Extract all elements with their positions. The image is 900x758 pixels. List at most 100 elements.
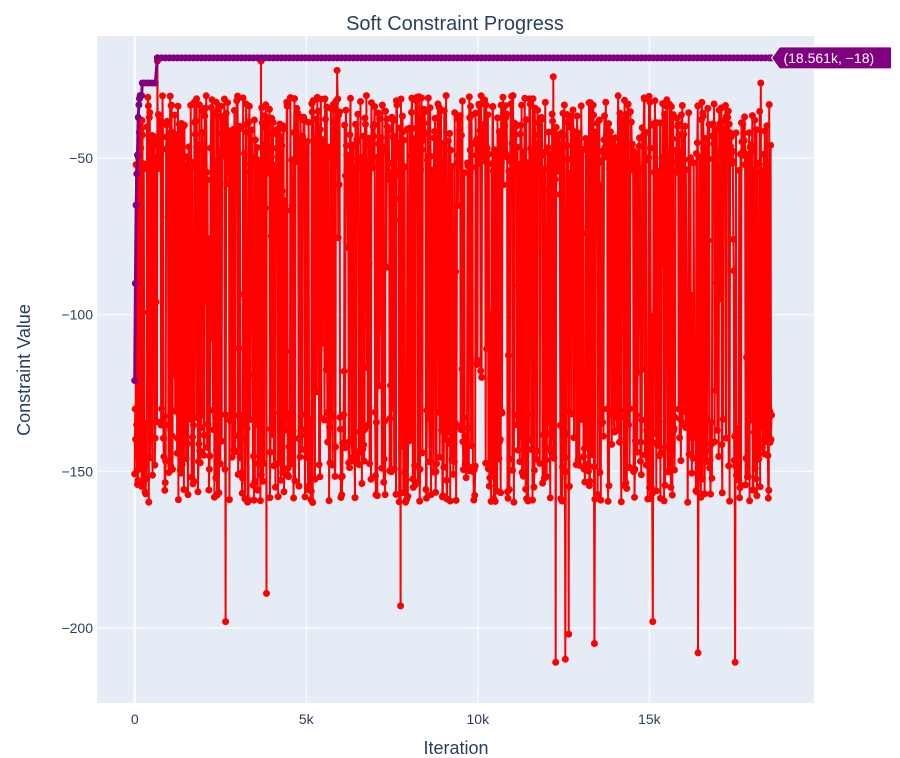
series-red-point — [619, 167, 627, 175]
series-red-point — [751, 116, 759, 124]
series-red-point — [316, 126, 324, 133]
series-red-point — [660, 497, 668, 505]
series-red-point — [190, 477, 198, 485]
series-red-point — [260, 141, 267, 149]
series-red-point — [400, 136, 408, 144]
series-red-point — [306, 437, 314, 445]
series-purple-point — [134, 151, 141, 159]
series-red-point — [745, 129, 753, 137]
series-red-point — [397, 95, 405, 103]
series-red-point — [468, 163, 476, 171]
series-red-point — [514, 282, 522, 290]
series-red-point — [509, 92, 517, 100]
series-red-point — [225, 496, 233, 504]
series-red-point — [743, 353, 750, 361]
series-red-point — [760, 150, 768, 158]
series-red-point — [565, 630, 573, 638]
series-red-point — [631, 437, 639, 445]
series-red-point — [756, 107, 764, 115]
series-red-point — [315, 461, 323, 469]
series-red-point — [492, 151, 500, 159]
series-red-point — [655, 167, 663, 175]
series-red-point — [267, 425, 275, 433]
series-red-point — [192, 414, 200, 421]
series-red-point — [652, 487, 660, 495]
series-red-point — [195, 440, 203, 448]
series-red-point — [631, 465, 639, 473]
series-red-point — [577, 102, 585, 110]
series-red-point — [732, 129, 740, 137]
series-red-point — [240, 150, 248, 157]
series-red-point — [328, 412, 336, 420]
series-red-point — [646, 144, 654, 152]
series-red-point — [331, 472, 339, 480]
series-red-point — [217, 146, 225, 154]
series-red-point — [322, 177, 330, 185]
series-red-point — [519, 472, 527, 480]
series-red-point — [352, 455, 360, 463]
series-red-point — [238, 469, 246, 477]
series-red-point — [693, 488, 701, 496]
series-red-point — [440, 463, 448, 471]
series-red-point — [705, 155, 713, 163]
series-red-point — [447, 146, 455, 154]
series-red-point — [463, 436, 470, 444]
series-red-point — [213, 445, 221, 453]
series-red-point — [667, 103, 675, 111]
series-red-point — [285, 473, 293, 481]
series-red-point — [604, 497, 612, 505]
hover-label-box — [770, 46, 892, 70]
series-red-point — [484, 111, 492, 119]
series-red-point — [645, 92, 653, 100]
series-red-point — [174, 102, 182, 110]
series-red-point — [712, 387, 719, 394]
series-red-point — [168, 101, 176, 109]
series-red-point — [207, 104, 215, 111]
series-red-point — [264, 166, 272, 174]
series-red-point — [633, 448, 641, 456]
series-red-point — [222, 109, 230, 117]
series-red-point — [178, 461, 186, 469]
series-red-point — [326, 423, 333, 431]
series-red-point — [740, 129, 748, 137]
series-red-point — [384, 176, 392, 184]
series-red-point — [499, 181, 507, 189]
hover-label[interactable]: (18.561k, −18) — [770, 46, 892, 70]
series-red-point — [544, 166, 552, 174]
series-red-point — [697, 444, 704, 452]
series-red-point — [382, 263, 390, 271]
series-red-point — [184, 491, 192, 499]
series-red-point — [184, 195, 192, 203]
series-red-point — [508, 139, 516, 147]
series-red-point — [540, 431, 547, 439]
series-red-point — [256, 418, 264, 426]
series-red-point — [563, 142, 571, 150]
series-red-point — [454, 202, 462, 209]
series-red-point — [238, 489, 246, 497]
series-red-point — [579, 229, 587, 237]
series-red-point — [463, 461, 471, 468]
series-red-point — [407, 428, 415, 436]
series-red-point — [514, 143, 521, 151]
series-red-point — [654, 442, 662, 449]
series-red-point — [221, 411, 229, 419]
series-red-point — [193, 153, 201, 161]
series-red-point — [564, 155, 572, 163]
series-red-point — [418, 449, 426, 457]
series-red-point — [666, 160, 674, 168]
series-red-point — [370, 121, 378, 129]
series-red-point — [494, 114, 501, 122]
series-red-point — [454, 151, 462, 159]
series-red-point — [574, 456, 582, 464]
series-red-point — [321, 115, 329, 123]
series-red-point — [198, 411, 206, 419]
series-red-point — [711, 438, 719, 446]
series-red-point — [690, 331, 698, 339]
series-red-point — [605, 120, 613, 128]
series-red-point — [735, 476, 743, 484]
series-red-point — [393, 101, 401, 109]
series-red-point — [747, 141, 755, 149]
series-red-point — [136, 464, 144, 472]
series-red-point — [674, 120, 682, 128]
series-red-point — [729, 235, 737, 243]
